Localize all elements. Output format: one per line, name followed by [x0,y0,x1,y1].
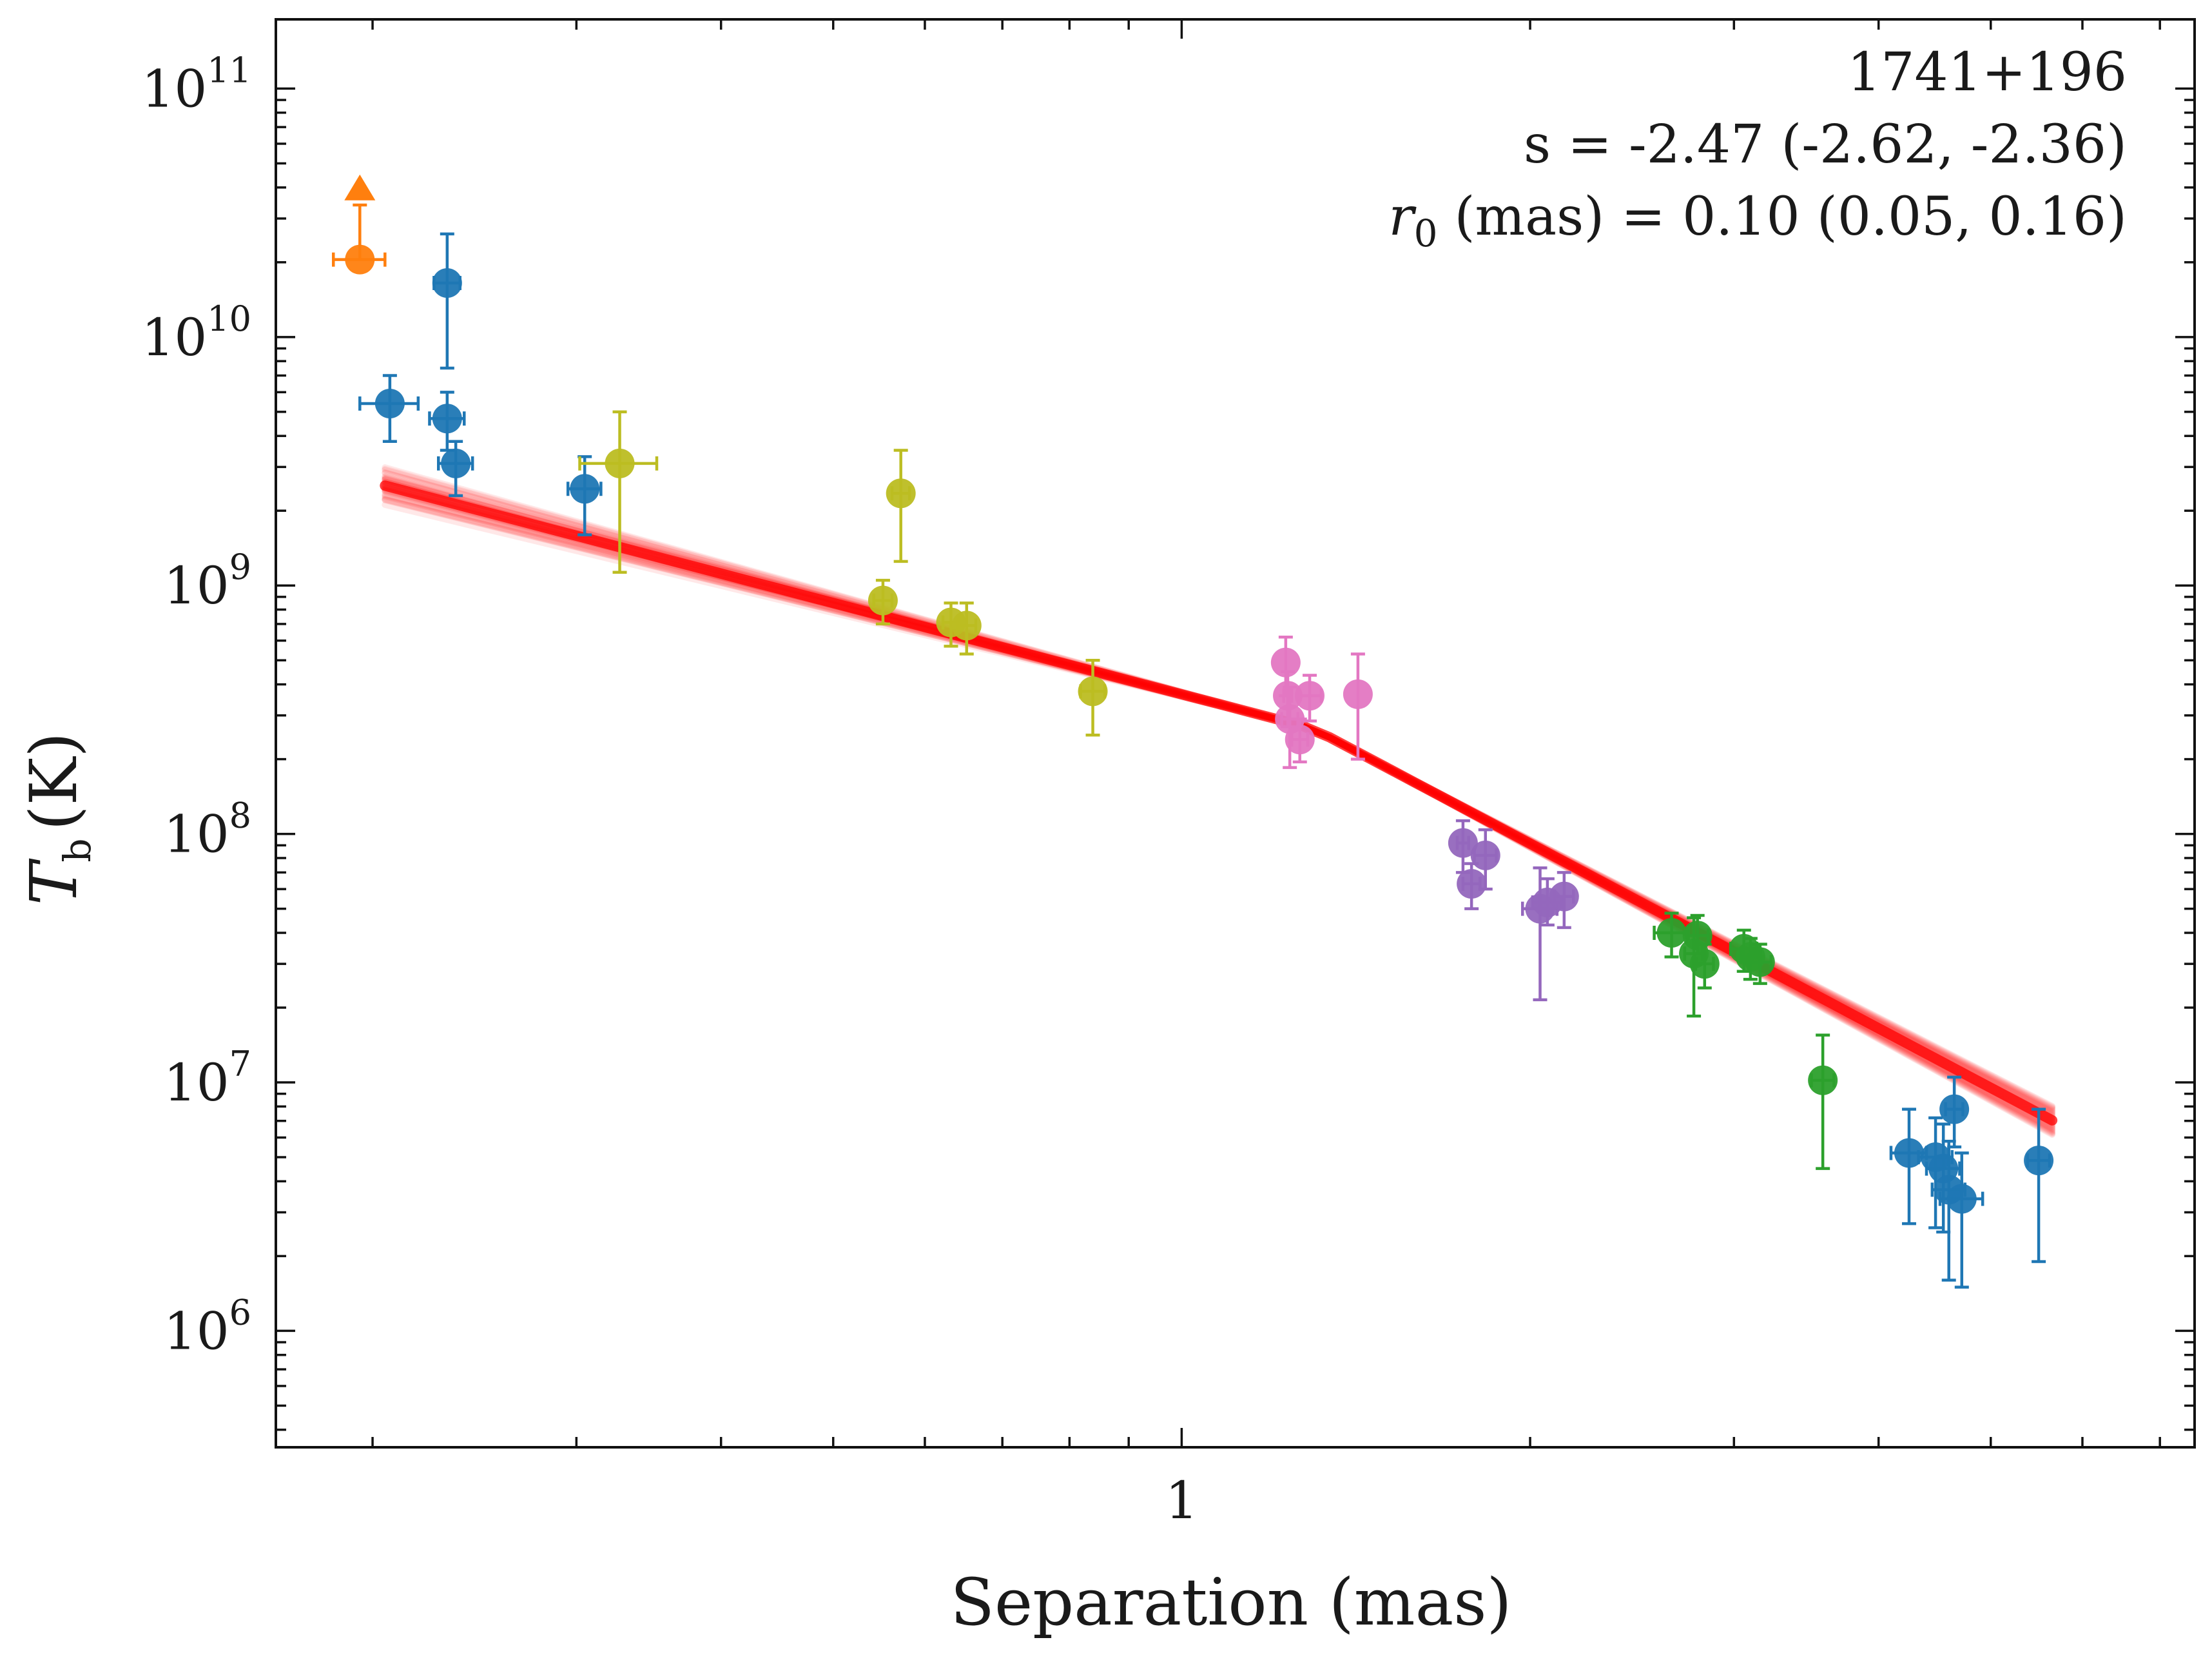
y-tick-label: 109 [164,547,251,616]
data-point-s4-p0 [1448,828,1478,858]
y-tick-label: 107 [164,1044,251,1113]
error-bar [1810,1033,1836,1170]
data-point-s4-p1 [1470,840,1500,870]
data-point-s2-p2 [868,585,898,616]
fit-line-sample-21 [382,473,2056,1120]
data-point-s0-p9 [1939,1094,1970,1124]
data-point-s0-p3 [441,448,471,478]
data-point-s4-p5 [1549,881,1579,912]
annotation-source: 1741+196 [1847,42,2127,103]
error-bar [432,232,461,370]
y-tick-label: 1011 [141,50,251,119]
error-bar [1521,866,1559,1002]
fit-line-sample-24 [382,476,2056,1117]
data-point-s0-p11 [2024,1146,2054,1176]
fit-line-sample-11 [382,486,2056,1129]
data-point-s3-p0 [1270,647,1301,678]
annotation-r0: r0 (mas) = 0.10 (0.05, 0.16) [1388,186,2127,255]
y-tick-label: 1010 [141,298,251,367]
fit-line-sample-13 [382,484,2056,1127]
data-points [344,174,2054,1214]
fit-line-sample-9 [382,491,2056,1130]
fit-line-sample-7 [382,487,2056,1132]
data-point-s2-p4 [951,610,982,641]
fit-line-sample-31 [382,474,2056,1111]
fit-line-sample-12 [382,492,2056,1128]
fit-line-sample-5 [382,496,2056,1134]
fit-band [380,464,2058,1138]
annotation-slope: s = -2.47 (-2.62, -2.36) [1524,114,2127,175]
fit-line-sample-2 [382,493,2056,1137]
fit-line-sample-22 [382,476,2056,1119]
axes: 106 107 108 109 1010 1011 1 [141,18,2196,1530]
data-point-s2-p5 [1078,676,1108,707]
fit-line-sample-8 [382,494,2056,1131]
fit-line-sample-3 [382,488,2056,1136]
x-axis-label: Separation (mas) [950,1565,1511,1640]
data-point-s3-p5 [1343,679,1373,709]
fit-line-sample-19 [382,485,2056,1122]
data-point-s5-p3 [1689,949,1720,979]
fit-line-sample-4 [382,496,2056,1135]
fit-line-sample-28 [382,470,2056,1114]
data-point-s3-p4 [1295,681,1325,711]
data-point-s4-p2 [1457,868,1487,899]
fit-line-sample-6 [382,487,2056,1133]
data-point-s0-p4 [570,474,600,504]
data-point-s1-p0 [345,244,375,275]
fit-line-sample-27 [382,479,2056,1115]
fit-line-sample-26 [382,475,2056,1116]
data-point-s0-p1 [432,268,462,298]
data-point-s5-p6 [1745,947,1775,977]
fit-line-sample-17 [382,478,2056,1124]
fit-line-sample-16 [382,488,2056,1124]
fit-line-sample-23 [382,482,2056,1118]
y-tick-label: 108 [164,796,251,864]
y-axis-label: Tb(K) [16,732,99,906]
data-point-s5-p7 [1808,1065,1838,1095]
lower-limit-marker [344,174,376,200]
data-point-s0-p5 [1894,1138,1924,1168]
data-point-s3-p1 [1273,681,1303,711]
fit-line-sample-10 [382,482,2056,1129]
fit-line-median [380,480,2058,1126]
plot-frame [275,18,2196,1449]
data-point-s5-p0 [1656,917,1687,948]
data-point-s0-p2 [432,404,462,434]
fit-line-sample-20 [382,482,2056,1121]
fit-line-sample-0 [382,496,2056,1138]
error-bars [331,203,2052,1289]
fit-line-sample-18 [382,476,2056,1122]
fit-line-sample-25 [382,469,2056,1117]
x-tick-label: 1 [1165,1470,1198,1530]
data-point-s2-p1 [886,478,916,509]
data-point-s0-p10 [1946,1184,1977,1214]
data-point-s3-p3 [1285,725,1315,755]
fit-line-sample-1 [382,501,2056,1137]
data-point-s2-p0 [605,448,635,478]
fit-line-sample-15 [382,485,2056,1125]
fit-line-sample-30 [382,474,2056,1112]
fit-line-sample-14 [382,478,2056,1126]
y-tick-label: 106 [164,1292,251,1361]
data-point-s0-p0 [374,388,405,418]
